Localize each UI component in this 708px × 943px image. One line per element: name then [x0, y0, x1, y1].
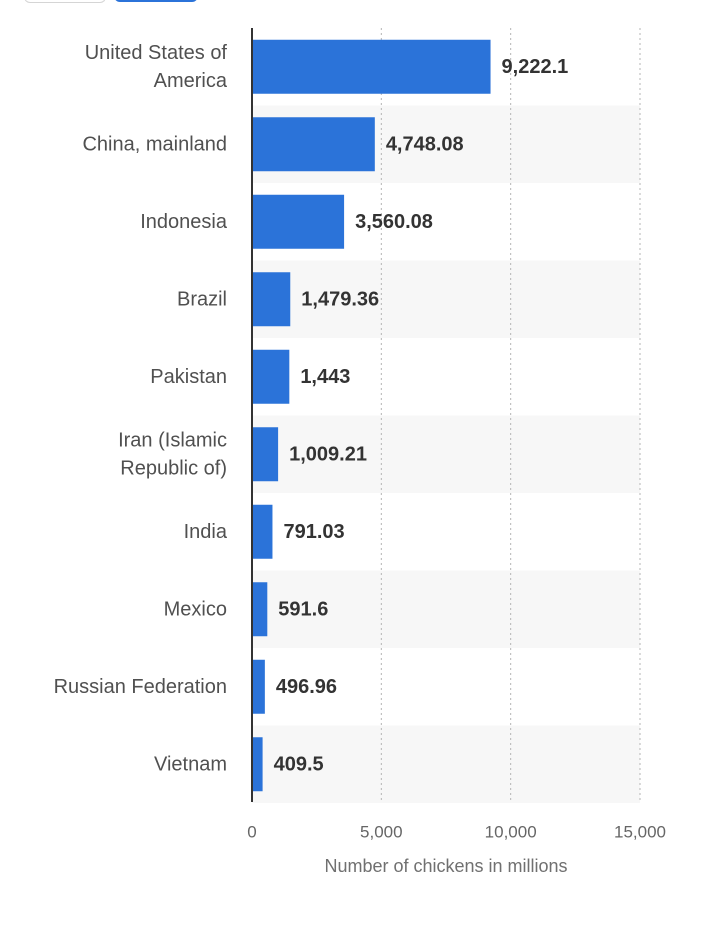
row-band [252, 725, 640, 803]
category-label: Vietnam [154, 753, 227, 775]
bar[interactable] [252, 582, 268, 637]
bar[interactable] [252, 272, 291, 327]
value-label: 496.96 [276, 676, 337, 698]
x-tick-label: 0 [247, 823, 256, 842]
value-label: 1,009.21 [289, 443, 367, 465]
value-label: 1,443 [300, 366, 350, 388]
row-band [252, 260, 640, 338]
category-label: United States of America [85, 42, 228, 92]
bar[interactable] [252, 117, 375, 172]
bars [252, 39, 491, 792]
category-label: Russian Federation [54, 676, 227, 698]
category-label: Iran (Islamic Republic of) [118, 429, 227, 479]
x-tick-label: 15,000 [614, 823, 666, 842]
category-label: Indonesia [140, 211, 228, 233]
category-label: China, mainland [82, 133, 227, 155]
x-tick-label: 10,000 [485, 823, 537, 842]
value-label: 591.6 [278, 598, 328, 620]
bar[interactable] [252, 504, 273, 559]
bar[interactable] [252, 39, 491, 94]
value-label: 4,748.08 [386, 133, 464, 155]
bar[interactable] [252, 427, 279, 482]
category-label: Mexico [164, 598, 227, 620]
value-label: 1,479.36 [301, 288, 379, 310]
category-label: India [184, 521, 228, 543]
value-label: 3,560.08 [355, 211, 433, 233]
row-band [252, 570, 640, 648]
category-labels: United States of America China, mainland In… [54, 42, 228, 776]
row-bands [252, 105, 640, 803]
bar[interactable] [252, 737, 263, 792]
row-band [252, 415, 640, 493]
value-label: 9,222.1 [502, 56, 569, 78]
x-tick-labels: 0 5,000 10,000 15,000 [247, 823, 666, 842]
top-controls [0, 0, 708, 6]
value-label: 791.03 [283, 521, 344, 543]
value-labels: 9,222.1 4,748.08 3,560.08 1,479.36 1,443 1,00… [274, 56, 569, 776]
bar[interactable] [252, 194, 345, 249]
bar[interactable] [252, 659, 265, 714]
bar[interactable] [252, 349, 290, 404]
value-label: 409.5 [274, 753, 324, 775]
gridlines [380, 28, 641, 802]
x-tick-label: 5,000 [360, 823, 403, 842]
category-label: Brazil [177, 288, 227, 310]
x-axis-title: Number of chickens in millions [324, 856, 567, 876]
category-label: Pakistan [150, 366, 227, 388]
view-toggle-button-active[interactable] [114, 0, 198, 2]
